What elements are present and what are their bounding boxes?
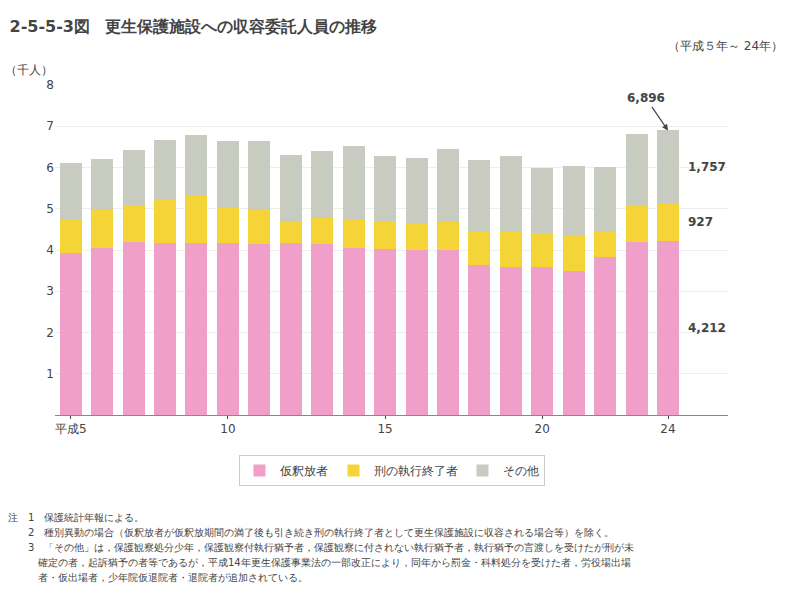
svg-text:刑の執行終了者: 刑の執行終了者 [374,464,458,478]
svg-text:4: 4 [46,243,54,257]
svg-text:注 1 保護統計年報による。: 注 1 保護統計年報による。 [8,512,144,523]
svg-text:確定の者，起訴猶予の者等であるが，平成14年更生保護事業法の: 確定の者，起訴猶予の者等であるが，平成14年更生保護事業法の一部改正により，同年… [8,557,631,568]
svg-text:平成5: 平成5 [55,422,87,436]
svg-text:1: 1 [46,367,54,381]
svg-text:10: 10 [220,422,235,436]
svg-text:（平成５年～ 24年）: （平成５年～ 24年） [668,39,783,53]
svg-text:2: 2 [46,326,54,340]
svg-text:15: 15 [377,422,392,436]
svg-text:6,896: 6,896 [627,91,665,105]
svg-text:仮釈放者: 仮釈放者 [279,464,328,478]
svg-text:3 「その他」は，保護観察処分少年，保護観察付執行猶予者，保: 3 「その他」は，保護観察処分少年，保護観察付執行猶予者，保護観察に付されない執… [8,542,634,553]
svg-text:8: 8 [46,78,54,92]
svg-text:（千人）: （千人） [5,63,53,77]
svg-text:4,212: 4,212 [688,321,726,335]
svg-text:7: 7 [46,119,54,133]
svg-text:その他: その他 [503,464,539,478]
svg-text:者・仮出場者，少年院仮退院者・退院者が追加されている。: 者・仮出場者，少年院仮退院者・退院者が追加されている。 [8,572,308,583]
svg-text:20: 20 [535,422,550,436]
svg-text:2-5-5-3図 更生保護施設への収容委託人員の推移: 2-5-5-3図 更生保護施設への収容委託人員の推移 [10,17,378,36]
svg-text:6: 6 [46,161,54,175]
svg-text:1,757: 1,757 [688,160,726,174]
svg-text:3: 3 [46,284,54,298]
svg-text:927: 927 [688,215,713,229]
svg-text:2 種別異動の場合（仮釈放者が仮釈放期間の満了後も引き続き刑: 2 種別異動の場合（仮釈放者が仮釈放期間の満了後も引き続き刑の執行終了者として更… [8,527,614,538]
svg-text:24: 24 [660,422,675,436]
svg-text:5: 5 [46,202,54,216]
